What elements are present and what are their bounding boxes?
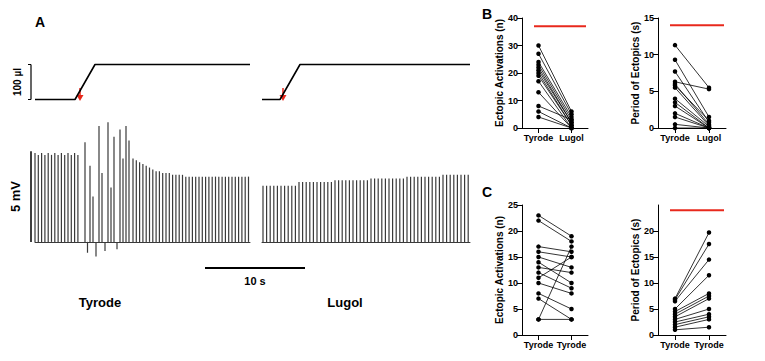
svg-text:40: 40: [508, 13, 518, 23]
svg-text:10 s: 10 s: [244, 275, 265, 287]
svg-text:15: 15: [644, 252, 654, 262]
svg-text:20: 20: [508, 226, 518, 236]
svg-text:5: 5: [649, 86, 654, 96]
svg-text:Period of Ectopics (s): Period of Ectopics (s): [630, 22, 641, 125]
svg-text:20: 20: [508, 68, 518, 78]
svg-text:30: 30: [508, 41, 518, 51]
svg-text:20: 20: [644, 226, 654, 236]
svg-text:5 mV: 5 mV: [8, 181, 23, 212]
svg-text:0: 0: [513, 330, 518, 340]
svg-text:5: 5: [649, 304, 654, 314]
svg-text:0: 0: [649, 123, 654, 133]
svg-text:B: B: [482, 6, 492, 22]
svg-text:10: 10: [644, 50, 654, 60]
svg-text:10: 10: [644, 278, 654, 288]
svg-text:0: 0: [513, 123, 518, 133]
svg-text:10: 10: [508, 96, 518, 106]
svg-text:Ectopic Activations (n): Ectopic Activations (n): [494, 216, 505, 324]
svg-text:15: 15: [508, 252, 518, 262]
svg-text:C: C: [482, 184, 492, 200]
svg-text:Tyrode: Tyrode: [694, 340, 723, 350]
svg-text:Lugol: Lugol: [559, 133, 584, 143]
svg-text:Ectopic Activations (n): Ectopic Activations (n): [494, 19, 505, 127]
svg-text:Lugol: Lugol: [327, 295, 362, 310]
svg-text:10: 10: [508, 278, 518, 288]
svg-text:0: 0: [649, 330, 654, 340]
svg-text:Tyrode: Tyrode: [524, 340, 553, 350]
svg-text:Tyrode: Tyrode: [524, 133, 553, 143]
svg-text:Tyrode: Tyrode: [660, 340, 689, 350]
svg-text:25: 25: [508, 200, 518, 210]
svg-text:Tyrode: Tyrode: [79, 295, 121, 310]
svg-text:15: 15: [644, 13, 654, 23]
svg-text:5: 5: [513, 304, 518, 314]
svg-text:Lugol: Lugol: [697, 133, 722, 143]
svg-text:Tyrode: Tyrode: [660, 133, 689, 143]
svg-text:100 µl: 100 µl: [12, 68, 23, 96]
svg-text:Tyrode: Tyrode: [557, 340, 586, 350]
svg-text:Period of Ectopics (s): Period of Ectopics (s): [630, 219, 641, 322]
svg-text:A: A: [35, 14, 45, 30]
